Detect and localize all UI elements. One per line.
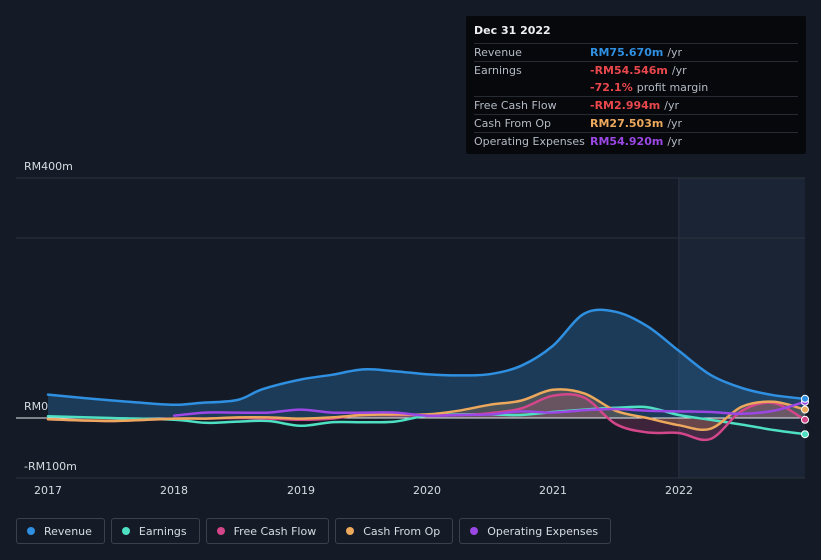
series-line-revenue	[46, 308, 807, 407]
tooltip-unit: /yr	[664, 99, 679, 112]
y-tick-label-top: RM400m	[24, 160, 73, 173]
tooltip-unit: profit margin	[636, 81, 709, 94]
tooltip-row-free-cash-flow: Free Cash Flow -RM2.994m /yr	[474, 96, 798, 114]
legend-dot-icon	[470, 527, 479, 535]
tooltip-unit: /yr	[667, 46, 683, 59]
x-tick-label: 2020	[413, 484, 441, 497]
legend-dot-icon	[346, 527, 355, 535]
x-tick-label: 2017	[34, 484, 62, 497]
tooltip-label: Cash From Op	[474, 117, 552, 130]
legend-item-operating-expenses[interactable]: Operating Expenses	[459, 518, 612, 544]
tooltip-value: RM54.920m	[590, 135, 664, 148]
tooltip-unit: /yr	[667, 117, 683, 130]
tooltip-row-earnings: Earnings -RM54.546m /yr	[474, 61, 798, 79]
highlight-band	[678, 178, 805, 478]
tooltip-row-profit-margin: -72.1% profit margin	[474, 79, 798, 96]
series-end-marker-earnings	[801, 430, 809, 439]
tooltip-date: Dec 31 2022	[474, 24, 551, 37]
tooltip-value: RM27.503m	[590, 117, 664, 130]
series-end-marker-free-cash-flow	[801, 415, 809, 424]
legend-dot-icon	[121, 527, 130, 535]
tooltip-label: Revenue	[474, 46, 522, 59]
legend-item-free-cash-flow[interactable]: Free Cash Flow	[205, 518, 330, 544]
tooltip-row-operating-expenses: Operating Expenses RM54.920m /yr	[474, 132, 798, 150]
y-tick-label-bottom: -RM100m	[24, 460, 77, 473]
tooltip-label: Free Cash Flow	[474, 99, 557, 112]
series-line-operating-expenses	[172, 400, 807, 417]
legend-item-cash-from-op[interactable]: Cash From Op	[335, 518, 454, 544]
tooltip-label: Earnings	[474, 64, 522, 77]
chart-legend: Revenue Earnings Free Cash Flow Cash Fro…	[16, 518, 612, 544]
tooltip-value: RM75.670m	[590, 46, 664, 59]
tooltip-value: -72.1%	[590, 81, 633, 94]
legend-item-earnings[interactable]: Earnings	[110, 518, 200, 544]
legend-dot-icon	[27, 527, 35, 535]
legend-label: Free Cash Flow	[233, 524, 317, 538]
legend-item-revenue[interactable]: Revenue	[16, 518, 105, 544]
x-tick-label: 2019	[287, 484, 315, 497]
y-tick-label-zero: RM0	[24, 400, 49, 413]
legend-label: Earnings	[138, 524, 187, 538]
tooltip-value: -RM54.546m	[590, 64, 668, 77]
x-tick-label: 2021	[539, 484, 567, 497]
series-end-marker-cash-from-op	[801, 405, 809, 414]
series-line-cash-from-op	[46, 388, 807, 432]
legend-label: Cash From Op	[363, 524, 441, 538]
series-area-free-cash-flow	[48, 394, 805, 440]
tooltip-value: -RM2.994m	[590, 99, 661, 112]
series-area-revenue	[48, 309, 805, 418]
series-end-marker-revenue	[801, 394, 809, 403]
x-tick-label: 2022	[665, 484, 693, 497]
legend-label: Operating Expenses	[487, 524, 599, 538]
tooltip-row-cash-from-op: Cash From Op RM27.503m /yr	[474, 114, 798, 132]
tooltip-unit: /yr	[667, 135, 683, 148]
tooltip-unit: /yr	[671, 64, 687, 77]
tooltip-row-revenue: Revenue RM75.670m /yr	[474, 43, 798, 61]
legend-label: Revenue	[44, 524, 92, 538]
x-tick-label: 2018	[160, 484, 188, 497]
tooltip-label: Operating Expenses	[474, 135, 585, 148]
data-tooltip: Dec 31 2022 Revenue RM75.670m /yr Earnin…	[466, 16, 806, 154]
legend-dot-icon	[216, 527, 225, 535]
